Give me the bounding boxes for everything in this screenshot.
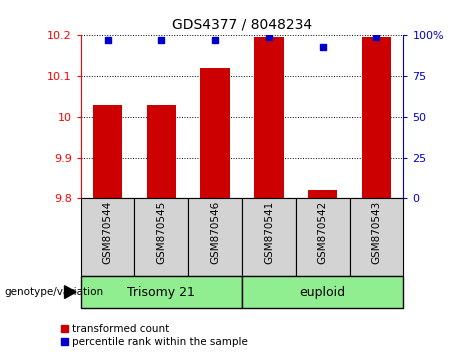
Text: GSM870545: GSM870545 (156, 201, 166, 264)
Text: GSM870541: GSM870541 (264, 201, 274, 264)
Text: GSM870542: GSM870542 (318, 201, 328, 264)
Bar (254, 38, 284, 198)
Text: genotype/variation: genotype/variation (5, 287, 104, 297)
Text: Trisomy 21: Trisomy 21 (127, 286, 195, 298)
Title: GDS4377 / 8048234: GDS4377 / 8048234 (172, 17, 312, 32)
Legend: transformed count, percentile rank within the sample: transformed count, percentile rank withi… (60, 324, 248, 347)
Polygon shape (65, 286, 76, 298)
Bar (93, 105, 122, 198)
Text: GSM870546: GSM870546 (210, 201, 220, 264)
Bar (81, 198, 135, 276)
Bar (308, 190, 337, 198)
Bar (349, 198, 403, 276)
Text: GSM870543: GSM870543 (372, 201, 382, 264)
Text: euploid: euploid (300, 286, 346, 298)
Text: GSM870544: GSM870544 (102, 201, 112, 264)
Bar (242, 198, 296, 276)
Bar (147, 105, 176, 198)
Bar (201, 68, 230, 198)
Bar (296, 198, 349, 276)
Bar (81, 276, 242, 308)
Bar (242, 276, 403, 308)
Bar (362, 38, 391, 198)
Bar (188, 198, 242, 276)
Bar (135, 198, 188, 276)
